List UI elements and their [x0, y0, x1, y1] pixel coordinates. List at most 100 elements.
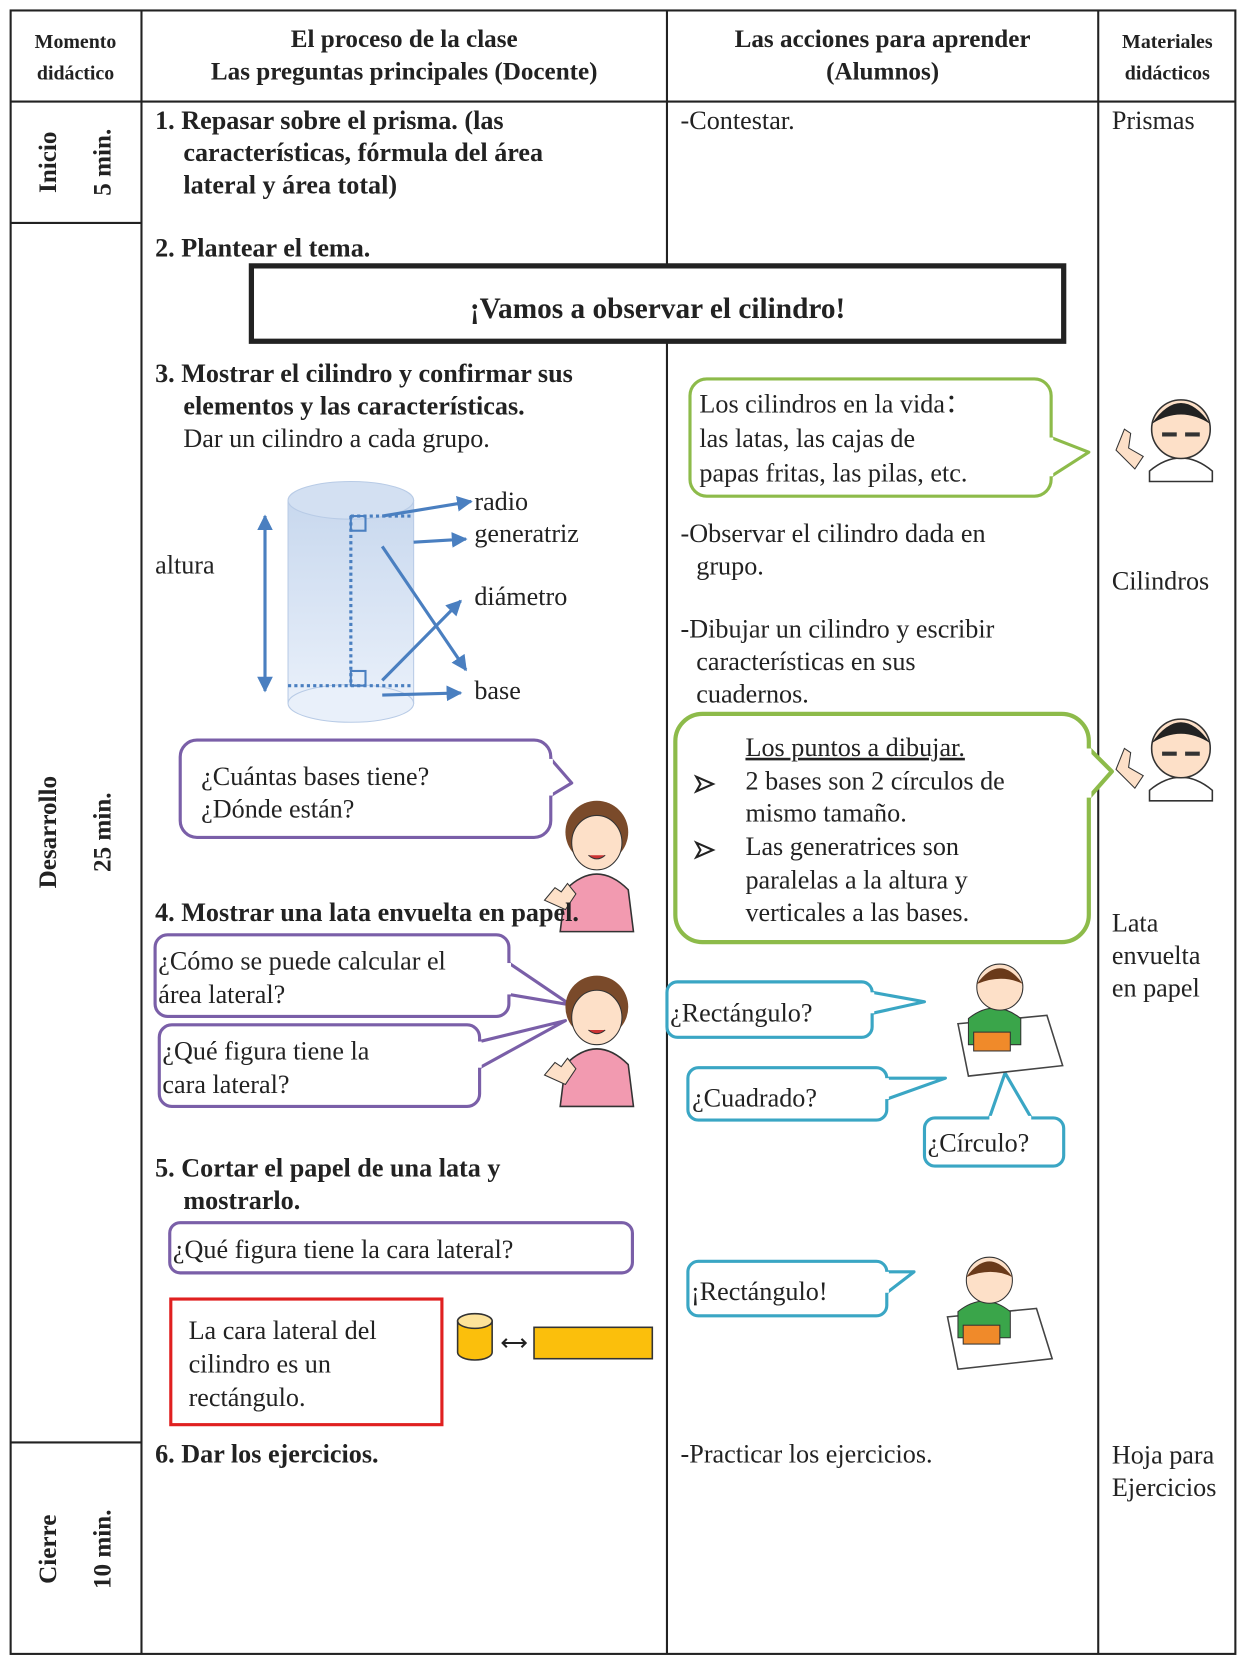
material: Lata [1112, 909, 1159, 938]
right-angle [349, 669, 367, 687]
label-arrow [381, 599, 462, 682]
speech-bubble [673, 711, 1091, 945]
step: 2. Plantear el tema. [155, 233, 370, 262]
boy-hair [966, 1261, 1013, 1278]
theme-box [248, 263, 1067, 344]
header-text: Momento [35, 31, 117, 53]
label-arrow [382, 685, 463, 702]
answer: ¿Rectángulo? [670, 999, 812, 1028]
bubble-tail [549, 757, 574, 798]
illustrations [153, 263, 1214, 1427]
answer: ¿Cuadrado? [692, 1083, 817, 1112]
step: 6. Dar los ejercicios. [155, 1439, 378, 1468]
point-text: Las generatrices son [745, 832, 959, 861]
cylinder-bottom [287, 684, 415, 723]
stage-name: Desarrollo [35, 776, 62, 889]
girl-smile [588, 854, 606, 860]
step: características, fórmula del área [183, 138, 543, 167]
header-text: Materiales [1122, 31, 1213, 53]
bubble-text: las latas, las cajas de [699, 424, 915, 453]
diagram-label: radio [474, 487, 528, 516]
bullet [693, 774, 716, 794]
bubble-text: área lateral? [158, 980, 285, 1009]
stage-name: Cierre [35, 1515, 62, 1584]
bubble-text: ¿Cómo se puede calcular el [158, 946, 446, 975]
conclusion-text: rectángulo. [189, 1383, 306, 1412]
stage-time: 10 min. [90, 1509, 117, 1589]
rectangle-icon [533, 1326, 654, 1360]
bubble-tail [478, 1019, 567, 1070]
bubble-tail [1049, 435, 1091, 478]
step: elementos y las características. [183, 392, 524, 421]
speech-bubble [168, 1221, 634, 1275]
stage-time: 5 min. [90, 129, 117, 196]
stage-name: Inicio [35, 132, 62, 193]
teacher-body [1148, 457, 1214, 483]
teacher-hair [1151, 722, 1211, 744]
label-arrow [380, 545, 468, 672]
conclusion-box [169, 1297, 444, 1427]
girl-face [571, 814, 623, 871]
action: -Dibujar un cilindro y escribir [681, 614, 995, 643]
label-arrow [413, 532, 468, 548]
step: mostrarlo. [183, 1186, 300, 1215]
material: envuelta [1112, 941, 1201, 970]
action: características en sus [696, 647, 915, 676]
diagram-label: diámetro [474, 582, 567, 611]
action: -Observar el cilindro dada en [681, 519, 986, 548]
can-icon [456, 1320, 493, 1361]
double-arrow [501, 1338, 528, 1348]
header-text: Las acciones para aprender [735, 26, 1031, 53]
header-text: Las preguntas principales (Docente) [211, 59, 598, 86]
point-text: paralelas a la altura y [745, 866, 967, 895]
material: Hoja para [1112, 1440, 1215, 1469]
texts: Momento didáctico El proceso de la clase… [35, 26, 1217, 1589]
girl-smile [588, 1029, 606, 1035]
book [973, 1031, 1011, 1052]
girl-hand [543, 882, 577, 911]
step-note: Dar un cilindro a cada grupo. [183, 424, 490, 453]
teacher-hair [1151, 403, 1211, 424]
point-text: 2 bases son 2 círculos de [745, 766, 1004, 795]
material: Ejercicios [1112, 1473, 1217, 1502]
header-text: (Alumnos) [826, 59, 939, 86]
header-text: didácticos [1125, 63, 1210, 85]
material: Prismas [1112, 106, 1195, 135]
answer: ¿Círculo? [928, 1128, 1030, 1157]
point-text: verticales a las bases. [745, 898, 969, 927]
action: cuadernos. [696, 679, 809, 708]
girl-body [559, 873, 635, 933]
theme: ¡Vamos a observar el cilindro! [470, 293, 845, 325]
bubble-tail [870, 990, 927, 1015]
answer: ¡Rectángulo! [691, 1277, 828, 1306]
step: 1. Repasar sobre el prisma. (las [155, 106, 504, 135]
conclusion-text: La cara lateral del [189, 1316, 377, 1345]
bubble-tail [885, 1270, 916, 1295]
girl-face [571, 989, 623, 1046]
teacher-hand [1115, 428, 1144, 470]
girl-hand [543, 1057, 577, 1086]
bubble-text: ¿Qué figura tiene la [162, 1036, 369, 1065]
book [962, 1324, 1001, 1345]
table-grid [9, 9, 1237, 1655]
diagram-label: base [474, 676, 520, 705]
teacher-hand [1115, 747, 1144, 790]
bubble-text: ¿Qué figura tiene la cara lateral? [173, 1235, 514, 1264]
header-text: didáctico [37, 63, 114, 85]
bullet [693, 840, 716, 860]
bubble-text: cara lateral? [162, 1070, 289, 1099]
action: grupo. [696, 552, 764, 581]
step: 3. Mostrar el cilindro y confirmar sus [155, 359, 573, 388]
step: lateral y área total) [183, 171, 397, 200]
right-angle [349, 515, 367, 532]
bubble-text: papas fritas, las pilas, etc. [699, 459, 967, 488]
material: Cilindros [1112, 566, 1209, 595]
bubble-tail [885, 1076, 947, 1101]
teacher-body [1148, 776, 1214, 802]
can-top [456, 1312, 493, 1330]
girl-body [559, 1048, 635, 1108]
material: en papel [1112, 974, 1200, 1003]
stage-time: 25 min. [90, 792, 117, 872]
